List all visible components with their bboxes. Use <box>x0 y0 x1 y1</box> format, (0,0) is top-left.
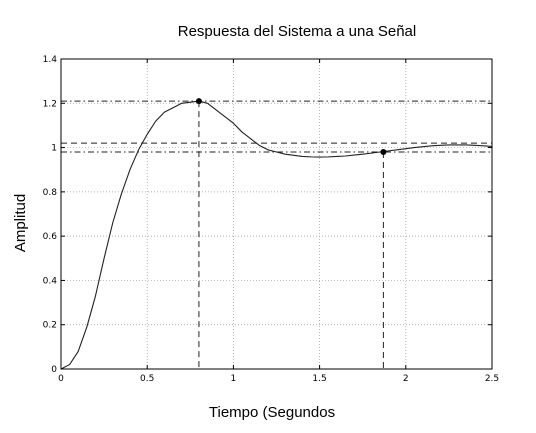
y-tick-label: 0.4 <box>43 276 58 286</box>
chart-title: Respuesta del Sistema a una Señal <box>178 23 416 40</box>
x-tick-label: 0.5 <box>140 374 154 384</box>
x-tick-label: 0 <box>58 374 64 384</box>
data-layer <box>60 98 493 370</box>
x-tick-label: 2.5 <box>485 374 499 384</box>
data-point-marker <box>380 149 387 155</box>
y-tick-label: 1.2 <box>43 99 57 109</box>
ticks: 0 0.5 1 1.5 2 2.5 0 0.2 0.4 0.6 0.8 1 1.2 1.4 <box>43 55 499 384</box>
grid <box>61 59 492 369</box>
plot-frame <box>60 58 493 370</box>
y-axis-label: Amplitud <box>12 194 29 252</box>
y-tick-label: 0.6 <box>43 232 58 242</box>
reference-lines <box>61 100 492 369</box>
y-tick-label: 1.4 <box>43 55 58 65</box>
x-tick-label: 2 <box>403 374 409 384</box>
y-tick-label: 0.2 <box>43 321 57 331</box>
x-axis-label: Tiempo (Segundos <box>209 404 335 421</box>
x-tick-label: 1 <box>231 374 237 384</box>
y-tick-label: 1 <box>51 144 57 154</box>
x-tick-label: 1.5 <box>312 374 326 384</box>
response-curve <box>60 100 493 370</box>
y-tick-label: 0.8 <box>43 188 58 198</box>
data-point-marker <box>195 98 202 105</box>
y-tick-label: 0 <box>51 365 57 375</box>
